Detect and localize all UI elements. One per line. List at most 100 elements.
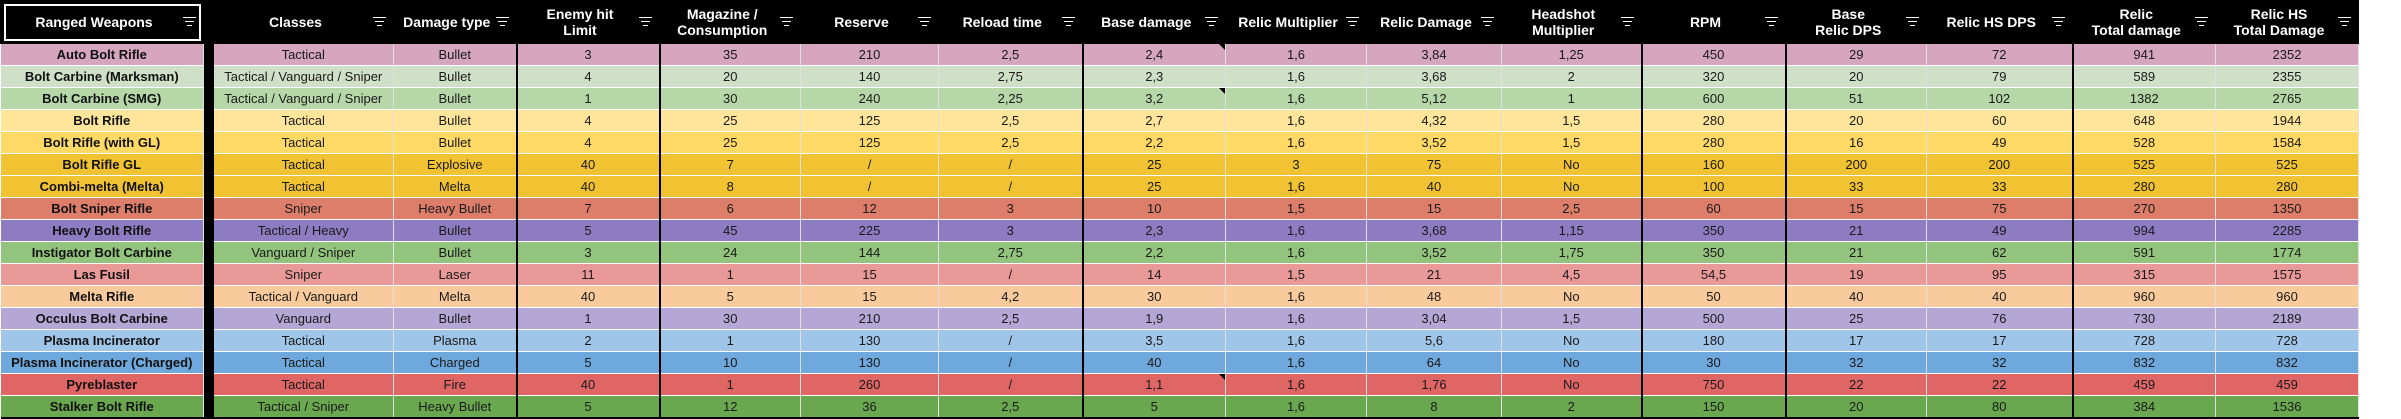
filter-icon[interactable] xyxy=(780,17,793,26)
cell-reserve[interactable]: 130 xyxy=(800,329,939,352)
cell-relic-multiplier[interactable]: 1,6 xyxy=(1225,87,1367,110)
cell-relic-hs-total-damage[interactable]: 832 xyxy=(2215,351,2359,374)
cell-damage-type[interactable]: Bullet xyxy=(393,131,517,154)
cell-magazine-consumption[interactable]: 12 xyxy=(658,395,801,419)
cell-relic-damage[interactable]: 5,12 xyxy=(1366,87,1502,110)
cell-classes[interactable]: Tactical xyxy=(213,351,394,374)
cell-relic-hs-total-damage[interactable]: 1944 xyxy=(2215,109,2359,132)
cell-headshot-multiplier[interactable]: No xyxy=(1501,373,1642,396)
cell-magazine-consumption[interactable]: 45 xyxy=(658,219,801,242)
cell-relic-hs-total-damage[interactable]: 728 xyxy=(2215,329,2359,352)
cell-reserve[interactable]: 210 xyxy=(800,307,939,330)
filter-icon[interactable] xyxy=(1346,17,1359,26)
column-header-relic-multiplier[interactable]: Relic Multiplier xyxy=(1225,0,1367,44)
cell-relic-hs-total-damage[interactable]: 2285 xyxy=(2215,219,2359,242)
cell-magazine-consumption[interactable]: 30 xyxy=(658,87,801,110)
cell-magazine-consumption[interactable]: 5 xyxy=(658,285,801,308)
cell-classes[interactable]: Tactical xyxy=(213,153,394,176)
column-header-headshot-multiplier[interactable]: Headshot Multiplier xyxy=(1501,0,1642,44)
cell-reserve[interactable]: 12 xyxy=(800,197,939,220)
cell-rpm[interactable]: 600 xyxy=(1640,87,1786,110)
cell-magazine-consumption[interactable]: 24 xyxy=(658,241,801,264)
weapon-name-cell[interactable]: Plasma Incinerator (Charged) xyxy=(0,351,204,374)
filter-icon[interactable] xyxy=(2195,17,2208,26)
cell-relic-hs-dps[interactable]: 76 xyxy=(1926,307,2073,330)
cell-relic-hs-dps[interactable]: 80 xyxy=(1926,395,2073,419)
cell-reload-time[interactable]: 2,5 xyxy=(938,307,1083,330)
cell-relic-multiplier[interactable]: 1,6 xyxy=(1225,395,1367,419)
cell-enemy-hit-limit[interactable]: 5 xyxy=(515,395,660,419)
cell-relic-hs-total-damage[interactable]: 2765 xyxy=(2215,87,2359,110)
cell-reload-time[interactable]: 4,2 xyxy=(938,285,1083,308)
filter-icon[interactable] xyxy=(1764,17,1778,26)
column-header-classes[interactable]: Classes xyxy=(213,0,394,44)
cell-headshot-multiplier[interactable]: 4,5 xyxy=(1501,263,1642,286)
cell-reload-time[interactable]: 2,25 xyxy=(938,87,1083,110)
cell-damage-type[interactable]: Bullet xyxy=(393,65,517,88)
cell-enemy-hit-limit[interactable]: 5 xyxy=(515,219,660,242)
cell-relic-multiplier[interactable]: 1,6 xyxy=(1225,241,1367,264)
cell-relic-hs-dps[interactable]: 95 xyxy=(1926,263,2073,286)
cell-magazine-consumption[interactable]: 1 xyxy=(658,329,801,352)
cell-base-damage[interactable]: 1,9 xyxy=(1081,307,1226,330)
cell-base-damage[interactable]: 40 xyxy=(1081,351,1226,374)
cell-rpm[interactable]: 100 xyxy=(1640,175,1786,198)
cell-headshot-multiplier[interactable]: 1,5 xyxy=(1501,307,1642,330)
cell-relic-hs-dps[interactable]: 22 xyxy=(1926,373,2073,396)
filter-icon[interactable] xyxy=(183,17,196,26)
cell-relic-hs-dps[interactable]: 72 xyxy=(1926,43,2073,66)
cell-reserve[interactable]: 144 xyxy=(800,241,939,264)
cell-base-damage[interactable]: 25 xyxy=(1081,153,1226,176)
cell-relic-hs-total-damage[interactable]: 1575 xyxy=(2215,263,2359,286)
cell-classes[interactable]: Tactical xyxy=(213,175,394,198)
cell-relic-total-damage[interactable]: 280 xyxy=(2071,175,2216,198)
column-header-enemy-hit-limit[interactable]: Enemy hit Limit xyxy=(515,0,660,44)
cell-headshot-multiplier[interactable]: No xyxy=(1501,285,1642,308)
cell-damage-type[interactable]: Bullet xyxy=(393,87,517,110)
cell-damage-type[interactable]: Plasma xyxy=(393,329,517,352)
cell-relic-damage[interactable]: 4,32 xyxy=(1366,109,1502,132)
filter-icon[interactable] xyxy=(1205,17,1218,26)
cell-relic-multiplier[interactable]: 1,5 xyxy=(1225,263,1367,286)
cell-reload-time[interactable]: 2,5 xyxy=(938,43,1083,66)
cell-enemy-hit-limit[interactable]: 3 xyxy=(515,241,660,264)
cell-damage-type[interactable]: Laser xyxy=(393,263,517,286)
cell-rpm[interactable]: 450 xyxy=(1640,43,1786,66)
cell-relic-multiplier[interactable]: 1,5 xyxy=(1225,197,1367,220)
cell-reload-time[interactable]: / xyxy=(938,373,1083,396)
cell-rpm[interactable]: 60 xyxy=(1640,197,1786,220)
cell-enemy-hit-limit[interactable]: 40 xyxy=(515,153,660,176)
cell-rpm[interactable]: 280 xyxy=(1640,131,1786,154)
cell-enemy-hit-limit[interactable]: 7 xyxy=(515,197,660,220)
cell-base-relic-dps[interactable]: 21 xyxy=(1784,219,1927,242)
cell-relic-hs-dps[interactable]: 17 xyxy=(1926,329,2073,352)
cell-rpm[interactable]: 750 xyxy=(1640,373,1786,396)
weapon-name-cell[interactable]: Instigator Bolt Carbine xyxy=(0,241,204,264)
cell-rpm[interactable]: 150 xyxy=(1640,395,1786,419)
cell-reload-time[interactable]: / xyxy=(938,351,1083,374)
weapon-name-cell[interactable]: Heavy Bolt Rifle xyxy=(0,219,204,242)
cell-rpm[interactable]: 30 xyxy=(1640,351,1786,374)
cell-damage-type[interactable]: Fire xyxy=(393,373,517,396)
cell-magazine-consumption[interactable]: 1 xyxy=(658,263,801,286)
weapon-name-cell[interactable]: Melta Rifle xyxy=(0,285,204,308)
cell-base-damage[interactable]: 30 xyxy=(1081,285,1226,308)
cell-base-relic-dps[interactable]: 40 xyxy=(1784,285,1927,308)
cell-relic-hs-total-damage[interactable]: 1584 xyxy=(2215,131,2359,154)
weapon-name-cell[interactable]: Bolt Carbine (SMG) xyxy=(0,87,204,110)
cell-classes[interactable]: Vanguard xyxy=(213,307,394,330)
cell-relic-hs-total-damage[interactable]: 960 xyxy=(2215,285,2359,308)
cell-relic-hs-dps[interactable]: 49 xyxy=(1926,131,2073,154)
cell-reserve[interactable]: 15 xyxy=(800,263,939,286)
cell-damage-type[interactable]: Bullet xyxy=(393,109,517,132)
cell-headshot-multiplier[interactable]: 1 xyxy=(1501,87,1642,110)
weapon-name-cell[interactable]: Bolt Rifle (with GL) xyxy=(0,131,204,154)
cell-headshot-multiplier[interactable]: No xyxy=(1501,175,1642,198)
cell-relic-hs-dps[interactable]: 33 xyxy=(1926,175,2073,198)
cell-relic-total-damage[interactable]: 960 xyxy=(2071,285,2216,308)
cell-reserve[interactable]: 125 xyxy=(800,131,939,154)
cell-relic-multiplier[interactable]: 1,6 xyxy=(1225,43,1367,66)
cell-base-damage[interactable]: 2,2 xyxy=(1081,241,1226,264)
cell-classes[interactable]: Tactical xyxy=(213,373,394,396)
cell-relic-damage[interactable]: 3,68 xyxy=(1366,219,1502,242)
